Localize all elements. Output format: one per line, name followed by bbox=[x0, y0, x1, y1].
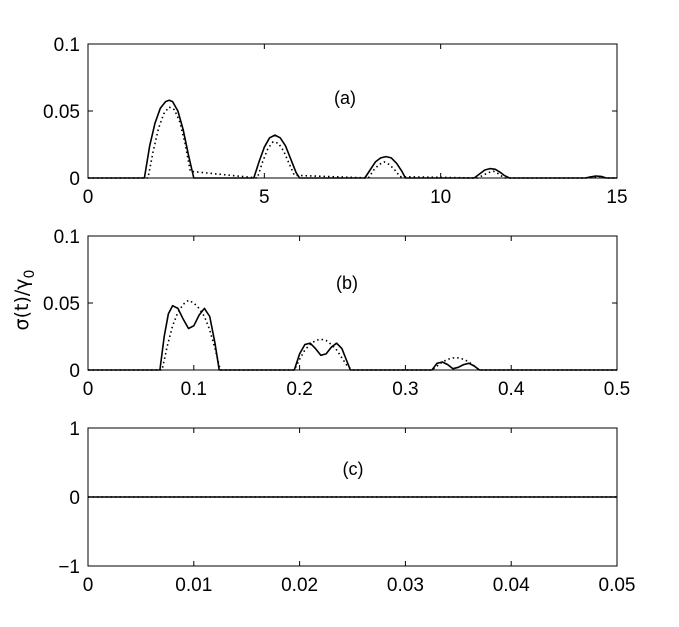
panel-b: 0 0.1 0.2 0.3 0.4 0.5 0 0.05 0.1 (b) bbox=[43, 227, 630, 400]
panel-b-series bbox=[88, 299, 617, 371]
panel-c-ytick-label-2: 1 bbox=[69, 419, 80, 440]
panel-b-xtick-label-0: 0 bbox=[83, 379, 94, 400]
panel-c-ytick-label-1: 0 bbox=[69, 488, 80, 509]
panel-b-series-dotted-line bbox=[88, 299, 617, 371]
panel-a-ticks: 0 5 10 15 0 0.05 0.1 bbox=[43, 35, 628, 208]
panel-b-ytick-label-2: 0.1 bbox=[54, 227, 80, 248]
panel-b-series-solid-line bbox=[88, 304, 617, 371]
panel-a-xtick-label-1: 5 bbox=[259, 187, 270, 208]
panel-b-ytick-label-1: 0.05 bbox=[43, 294, 80, 315]
y-axis-label-subscript: 0 bbox=[22, 270, 38, 279]
panel-c-xtick-label-3: 0.03 bbox=[387, 575, 424, 596]
panel-c-xtick-label-1: 0.01 bbox=[175, 575, 212, 596]
panel-c-xtick-label-4: 0.04 bbox=[493, 575, 530, 596]
panel-c-ytick-label-0: −1 bbox=[58, 557, 80, 578]
panel-a-xtick-label-3: 15 bbox=[606, 187, 627, 208]
panel-b-xtick-label-4: 0.4 bbox=[498, 379, 525, 400]
panel-a-series bbox=[88, 99, 617, 179]
panel-b-xtick-label-2: 0.2 bbox=[286, 379, 312, 400]
panel-b-xtick-label-5: 0.5 bbox=[604, 379, 630, 400]
panel-c-ticks: 0 0.01 0.02 0.03 0.04 0.05−101 bbox=[58, 419, 635, 596]
panel-b-xtick-label-3: 0.3 bbox=[392, 379, 418, 400]
panel-a-xtick-label-2: 10 bbox=[430, 187, 451, 208]
panel-a-ytick-label-1: 0.05 bbox=[43, 102, 80, 123]
panel-b-xtick-label-1: 0.1 bbox=[181, 379, 207, 400]
panel-a-xtick-label-0: 0 bbox=[83, 187, 94, 208]
panel-b-label: (b) bbox=[336, 273, 358, 293]
panel-c: 0 0.01 0.02 0.03 0.04 0.05−101 (c) bbox=[58, 419, 635, 596]
y-axis-label-main: σ(t)/γ bbox=[11, 278, 33, 330]
panel-a: 0 5 10 15 0 0.05 0.1 (a) bbox=[43, 35, 628, 208]
panel-c-xtick-label-2: 0.02 bbox=[281, 575, 318, 596]
panel-b-ticks: 0 0.1 0.2 0.3 0.4 0.5 0 0.05 0.1 bbox=[43, 227, 630, 400]
y-axis-label: σ(t)/γ0 bbox=[11, 270, 38, 331]
panel-b-ytick-label-0: 0 bbox=[69, 361, 80, 382]
panel-a-ytick-label-0: 0 bbox=[69, 169, 80, 190]
panel-c-label: (c) bbox=[343, 459, 364, 479]
panel-c-xtick-label-5: 0.05 bbox=[599, 575, 636, 596]
panel-a-series-dotted-line bbox=[88, 106, 617, 179]
panel-a-ytick-label-2: 0.1 bbox=[54, 35, 80, 56]
panel-c-xtick-label-0: 0 bbox=[83, 575, 94, 596]
panel-a-label: (a) bbox=[334, 88, 356, 108]
